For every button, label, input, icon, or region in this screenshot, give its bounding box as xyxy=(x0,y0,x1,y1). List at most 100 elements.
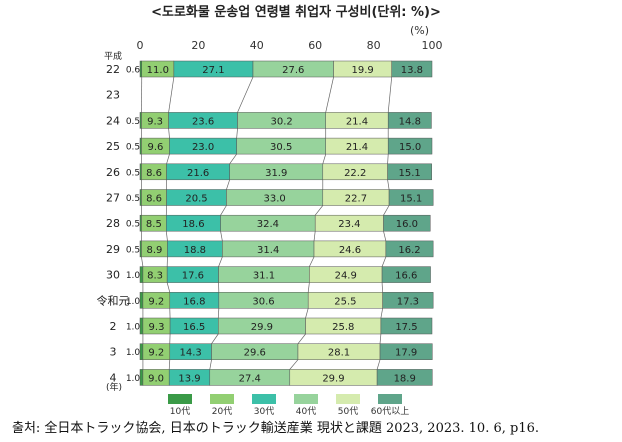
connector-line xyxy=(289,359,299,370)
bar-value-label: 29.9 xyxy=(322,373,344,384)
bar-value-label: 8.6 xyxy=(146,194,162,205)
connector-line xyxy=(305,308,309,319)
legend-swatch xyxy=(168,394,192,404)
connector-line xyxy=(387,76,393,113)
bar-value-label: 15.1 xyxy=(399,168,421,179)
bar-segment xyxy=(139,60,143,78)
bar-value-label: 29.9 xyxy=(251,322,273,333)
bar-segment xyxy=(385,240,434,258)
bar-value-label: 17.6 xyxy=(182,271,204,282)
bar-value-label: 17.3 xyxy=(397,296,419,307)
legend-swatch xyxy=(336,394,360,404)
bar-value-label: 21.4 xyxy=(346,116,368,127)
connector-line xyxy=(217,308,220,319)
legend-swatch xyxy=(252,394,276,404)
bar-value-label: 21.6 xyxy=(187,168,209,179)
connector-line xyxy=(166,282,171,293)
bar-value-label: 19.9 xyxy=(352,65,374,76)
bar-value-label: 9.6 xyxy=(148,142,164,153)
teen-value-label: 0.5 xyxy=(126,143,140,153)
x-tick-label: 100 xyxy=(422,39,443,52)
y-tick-label: 3 xyxy=(110,346,117,359)
bar-value-label: 23.4 xyxy=(338,219,360,230)
bar-segment xyxy=(387,112,432,129)
bar-value-label: 22.2 xyxy=(344,168,366,179)
x-axis-ticks: 0 20 40 60 80 100 xyxy=(137,39,443,52)
x-tick-label: 20 xyxy=(191,39,205,52)
connector-line xyxy=(229,153,237,165)
bar-value-label: 9.0 xyxy=(148,373,164,384)
connector-line xyxy=(297,333,306,344)
teen-value-label: 1.0 xyxy=(126,348,141,358)
bar-value-label: 24.6 xyxy=(339,245,361,256)
connector-line xyxy=(387,154,389,164)
connector-line xyxy=(309,256,315,267)
connector-line xyxy=(325,76,334,113)
bar-value-label: 29.6 xyxy=(244,348,266,359)
teen-value-label: 0.5 xyxy=(126,220,140,230)
era-label: 平成 xyxy=(104,50,122,62)
y-tick-label: 27 xyxy=(106,192,120,205)
y-tick-label: 25 xyxy=(106,140,120,153)
bar-value-label: 15.1 xyxy=(400,194,422,205)
y-tick-label: 24 xyxy=(106,114,120,127)
teen-value-label: 0.5 xyxy=(126,117,140,127)
connector-line xyxy=(236,128,238,139)
bar-value-label: 9.3 xyxy=(147,116,163,127)
y-tick-label: 令和元 xyxy=(97,293,130,307)
legend-label: 30代 xyxy=(254,406,274,417)
axis-unit: (%) xyxy=(410,24,429,37)
connector-line xyxy=(209,359,212,370)
bar-value-label: 32.4 xyxy=(257,219,279,230)
legend: 10代 20代 30代 40代 50代 60代以上 xyxy=(168,394,409,417)
connector-line xyxy=(314,205,324,216)
connector-line xyxy=(168,359,171,370)
bar-value-label: 31.4 xyxy=(257,245,279,256)
connector-line xyxy=(168,76,175,113)
connector-line xyxy=(322,153,327,164)
connector-line xyxy=(376,359,381,370)
teen-value-label: 1.0 xyxy=(126,297,141,307)
bar-value-label: 8.9 xyxy=(147,245,163,256)
bar-segment xyxy=(383,214,431,232)
y-tick-label: 28 xyxy=(106,217,120,230)
connector-line xyxy=(313,231,316,241)
y-tick-label: 23 xyxy=(106,89,120,102)
bar-value-label: 31.9 xyxy=(265,168,287,179)
teen-value-label: 1.0 xyxy=(126,271,141,281)
bar-segment xyxy=(391,60,433,78)
bar-value-label: 30.2 xyxy=(270,116,292,127)
y-tick-label: 29 xyxy=(106,243,120,256)
bar-segment xyxy=(139,317,144,335)
bar-value-label: 25.5 xyxy=(334,296,356,307)
bar-segment xyxy=(139,369,144,386)
bar-value-label: 16.0 xyxy=(396,219,418,230)
x-tick-label: 60 xyxy=(308,39,322,52)
teen-value-label: 0.5 xyxy=(126,194,140,204)
bar-value-label: 22.7 xyxy=(345,194,367,205)
connector-line xyxy=(387,179,390,190)
chart-title: <도로화물 운송업 연령별 취업자 구성비(단위: %)> xyxy=(151,4,441,20)
connector-line xyxy=(220,231,223,241)
x-tick-label: 0 xyxy=(137,39,144,52)
bar-value-label: 8.6 xyxy=(146,168,162,179)
teen-value-label: 0.5 xyxy=(126,168,140,178)
bar-value-label: 33.0 xyxy=(263,194,285,205)
y-tick-label: 30 xyxy=(106,269,120,282)
connector-line xyxy=(168,128,170,139)
connector-line xyxy=(383,205,390,216)
bar-value-label: 9.2 xyxy=(148,296,164,307)
bar-segment xyxy=(387,137,433,155)
bar-value-label: 20.5 xyxy=(185,194,207,205)
bar-value-label: 17.9 xyxy=(395,348,417,359)
teen-value-label: 1.0 xyxy=(126,374,141,384)
bar-value-label: 13.8 xyxy=(401,65,423,76)
year-suffix-label: (年) xyxy=(106,381,122,393)
bar-value-label: 30.6 xyxy=(252,296,274,307)
legend-swatch xyxy=(210,394,234,404)
bar-value-label: 16.8 xyxy=(183,296,205,307)
bar-value-label: 27.1 xyxy=(202,65,224,76)
connector-line xyxy=(380,308,383,319)
bar-value-label: 28.1 xyxy=(328,348,350,359)
bar-value-label: 27.6 xyxy=(282,65,304,76)
